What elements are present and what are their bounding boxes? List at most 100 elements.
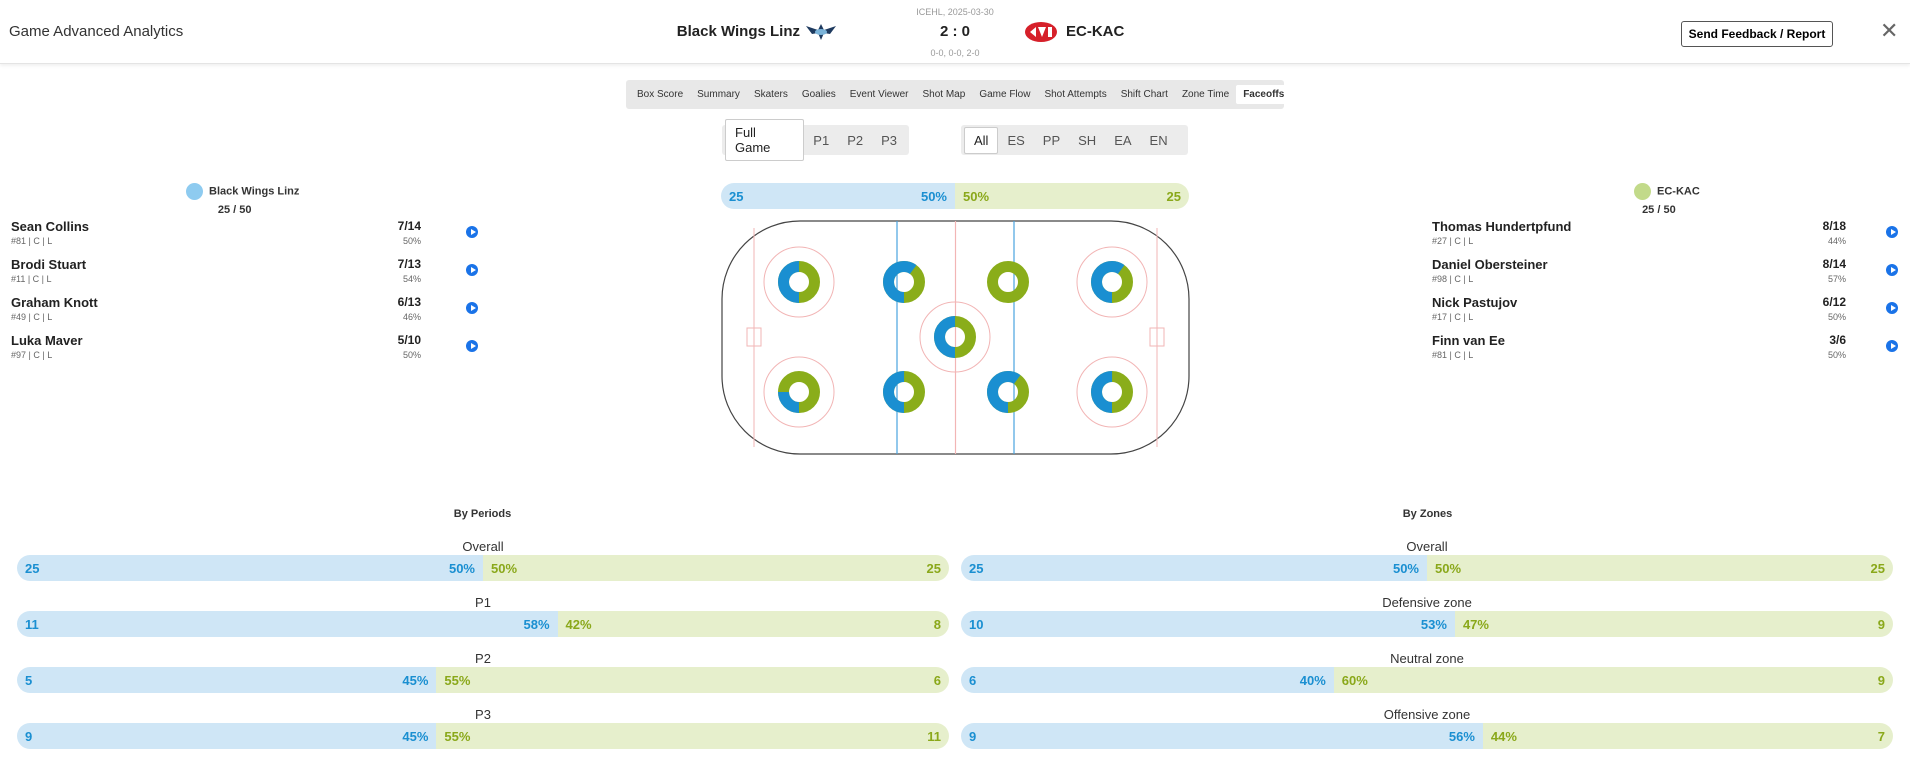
bar-home-segment: 11 58% [17, 611, 558, 637]
faceoff-donut-home[interactable] [987, 371, 1029, 413]
faceoff-donut-home[interactable] [1091, 371, 1133, 413]
bar-home-count: 6 [969, 672, 977, 688]
tab-shot-map[interactable]: Shot Map [922, 89, 966, 100]
player-faceoff-pct: 50% [1827, 350, 1846, 360]
home-team-name: Black Wings Linz [676, 23, 800, 40]
faceoff-donut-home[interactable] [778, 371, 820, 413]
strength-filter-es[interactable]: ES [1007, 132, 1025, 148]
bar-home-pct: 50% [448, 560, 475, 576]
bar-away-segment: 44% 7 [1482, 723, 1893, 749]
score: 2 : 0 [939, 23, 970, 40]
comparison-bar: 25 50% 50% 25 [17, 555, 949, 581]
period-filter-p3[interactable]: P3 [881, 132, 897, 148]
tab-faceoffs[interactable]: Faceoffs [1236, 85, 1292, 104]
bar-home-pct: 58% [523, 616, 550, 632]
tab-game-flow[interactable]: Game Flow [979, 89, 1031, 100]
period-filter-p2[interactable]: P2 [847, 132, 864, 148]
tab-summary[interactable]: Summary [697, 89, 740, 100]
strength-filter-all[interactable]: All [964, 126, 999, 154]
bar-away-pct: 44% [1490, 728, 1517, 744]
tab-box-score[interactable]: Box Score [637, 89, 684, 100]
player-info: #98 | C | L [1432, 274, 1474, 284]
bar-away-count: 7 [1877, 728, 1885, 744]
faceoff-donut-home[interactable] [883, 371, 925, 413]
play-video-icon[interactable] [466, 340, 478, 352]
faceoff-donut-home[interactable] [934, 316, 976, 358]
player-info: #11 | C | L [11, 274, 52, 284]
tab-shift-chart[interactable]: Shift Chart [1120, 89, 1168, 100]
tab-zone-time[interactable]: Zone Time [1181, 89, 1230, 100]
strength-filter-sh[interactable]: SH [1078, 132, 1097, 148]
comparison-bar: 5 45% 55% 6 [17, 667, 949, 693]
bar-home-segment: 10 53% [961, 611, 1455, 637]
bar-home-count: 25 [25, 560, 40, 576]
app-header: Game Advanced Analytics ICEHL, 2025-03-3… [0, 0, 1910, 64]
player-info: #81 | C | L [1432, 350, 1474, 360]
play-video-icon[interactable] [1886, 264, 1898, 276]
comparison-bar: 9 45% 55% 11 [17, 723, 949, 749]
analytics-tabs: Box Score Summary Skaters Goalies Event View… [626, 80, 1292, 109]
faceoff-donut-home[interactable] [778, 261, 820, 303]
play-video-icon[interactable] [1886, 340, 1898, 352]
home-legend-name: Black Wings Linz [209, 185, 300, 198]
player-faceoff-record: 5/10 [397, 333, 421, 347]
faceoff-donut-home[interactable] [883, 261, 925, 303]
tab-event-viewer[interactable]: Event Viewer [849, 89, 909, 100]
comparison-bar: 25 50% 50% 25 [961, 555, 1893, 581]
bar-home-pct: 53% [1420, 616, 1447, 632]
bar-home-segment: 25 50% [17, 555, 483, 581]
send-feedback-button[interactable]: Send Feedback / Report [1681, 21, 1833, 47]
strength-filter-en[interactable]: EN [1149, 132, 1168, 148]
bar-home-segment: 5 45% [17, 667, 437, 693]
row-label: Offensive zone [1383, 707, 1471, 722]
comparison-bar: 9 56% 44% 7 [961, 723, 1893, 749]
player-name[interactable]: Thomas Hundertpfund [1432, 219, 1572, 234]
bar-away-count: 8 [933, 616, 941, 632]
strength-filter-ea[interactable]: EA [1114, 132, 1132, 148]
strength-filter-pp[interactable]: PP [1042, 132, 1061, 148]
bar-away-count: 9 [1877, 672, 1885, 688]
by-periods-title: By Periods [453, 508, 512, 520]
player-name[interactable]: Brodi Stuart [11, 257, 87, 272]
comparison-bar: 6 40% 60% 9 [961, 667, 1893, 693]
tab-shot-attempts[interactable]: Shot Attempts [1044, 89, 1107, 100]
comparison-bar: 11 58% 42% 8 [17, 611, 949, 637]
player-name[interactable]: Graham Knott [11, 295, 98, 310]
bar-home-count: 25 [969, 560, 984, 576]
play-video-icon[interactable] [1886, 302, 1898, 314]
bar-home-segment: 6 40% [961, 667, 1334, 693]
row-label: Overall [462, 539, 504, 554]
bar-home-pct: 50% [1392, 560, 1419, 576]
game-meta: ICEHL, 2025-03-30 [916, 7, 994, 17]
bar-home-segment: 9 45% [17, 723, 437, 749]
home-legend: Black Wings Linz 25 / 50 [186, 183, 299, 216]
bar-home-pct: 45% [402, 728, 429, 744]
app-title: Game Advanced Analytics [9, 23, 184, 40]
player-faceoff-pct: 46% [402, 312, 421, 322]
bar-away-count: 25 [926, 560, 941, 576]
player-name[interactable]: Nick Pastujov [1432, 295, 1518, 310]
player-name[interactable]: Luka Maver [11, 333, 83, 348]
player-name[interactable]: Daniel Obersteiner [1432, 257, 1548, 272]
faceoff-donut-away[interactable] [987, 261, 1029, 303]
player-faceoff-pct: 50% [402, 350, 421, 360]
faceoff-circle [1076, 356, 1148, 428]
faceoff-donut-home[interactable] [1091, 261, 1133, 303]
play-video-icon[interactable] [1886, 226, 1898, 238]
player-name[interactable]: Finn van Ee [1432, 333, 1505, 348]
player-name[interactable]: Sean Collins [11, 219, 90, 234]
bar-away-pct: 42% [565, 616, 592, 632]
bar-away-segment: 55% 6 [436, 667, 949, 693]
row-label: P1 [475, 595, 491, 610]
tab-goalies[interactable]: Goalies [801, 89, 836, 100]
period-filter-full-game[interactable]: Full Game [725, 119, 805, 161]
play-video-icon[interactable] [466, 264, 478, 276]
player-faceoff-pct: 57% [1827, 274, 1846, 284]
play-video-icon[interactable] [466, 226, 478, 238]
tab-skaters[interactable]: Skaters [753, 89, 788, 100]
bar-home-pct: 45% [402, 672, 429, 688]
period-scores: 0-0, 0-0, 2-0 [930, 48, 980, 58]
period-filter-p1[interactable]: P1 [813, 132, 830, 148]
close-icon[interactable]: ✕ [1880, 18, 1899, 43]
play-video-icon[interactable] [466, 302, 478, 314]
